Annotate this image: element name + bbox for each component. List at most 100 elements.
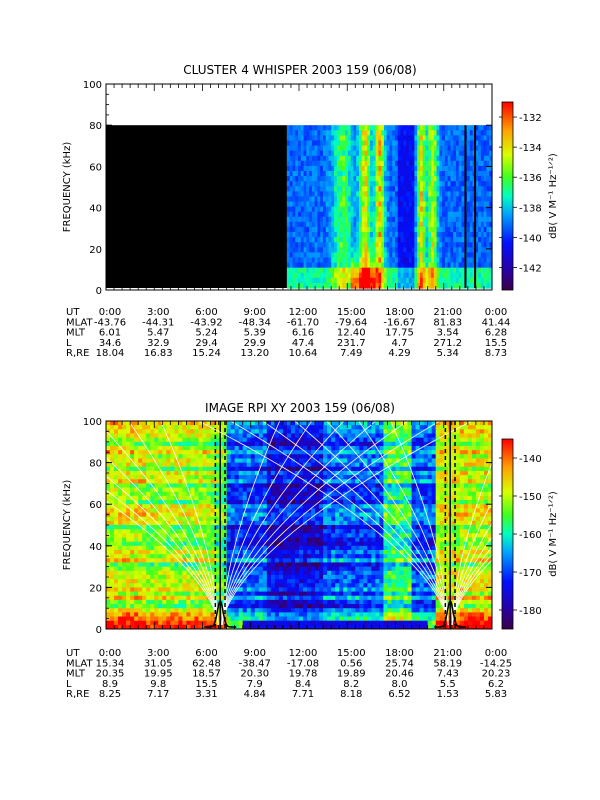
panel1-ytick-label: 40 (89, 204, 102, 215)
panel1-cell (439, 206, 443, 213)
panel2-cell (142, 537, 147, 543)
panel1-cell (306, 155, 310, 162)
panel1-cell (467, 170, 471, 177)
panel2-cell (270, 421, 276, 426)
panel2-cell (254, 533, 260, 538)
panel2-cell (158, 445, 163, 451)
panel1-cell (425, 262, 429, 269)
panel2-cell (262, 429, 268, 434)
panel1-cell (489, 135, 493, 142)
panel1-cell (386, 277, 391, 284)
panel2-cell (146, 595, 151, 601)
panel1-cell (419, 125, 424, 131)
panel2-cell (226, 587, 232, 593)
panel2-cell (150, 495, 155, 501)
panel1-cell (453, 160, 457, 167)
panel1-cell (461, 165, 465, 172)
panel1-cell (469, 237, 474, 243)
panel1-cell (353, 191, 357, 198)
panel1-cell (295, 247, 299, 253)
panel1-cell (414, 155, 418, 162)
panel1-cell (425, 257, 429, 264)
panel1-cell (386, 135, 391, 142)
panel2-cell (158, 562, 163, 568)
panel2-cell (238, 487, 244, 493)
panel2-cell (142, 479, 147, 484)
panel2-cell (246, 508, 252, 514)
panel2-cell (158, 541, 163, 547)
panel1-cell (483, 125, 488, 131)
panel1-cell (458, 262, 463, 269)
panel2-cell (282, 525, 288, 530)
panel2-cell (194, 541, 199, 547)
panel1-cell (345, 150, 349, 157)
panel2-cell (266, 433, 272, 439)
panel1-cell (447, 242, 452, 248)
panel2-cell (138, 541, 143, 547)
panel2-cell (282, 595, 288, 601)
panel1-cell (453, 130, 457, 136)
panel2-cell (274, 429, 280, 434)
panel2-cell (246, 562, 252, 568)
panel1-cell (361, 252, 366, 259)
panel1-cell (480, 150, 485, 157)
panel1-cell (356, 237, 360, 243)
panel1-cell (342, 181, 346, 187)
panel1-cell (458, 165, 463, 172)
panel1-cell (331, 211, 335, 218)
panel1-cell (436, 242, 440, 248)
panel1-cell (372, 267, 377, 274)
panel2-cell (138, 579, 143, 584)
panel1-cell (342, 277, 346, 284)
panel1-cell (475, 252, 479, 259)
panel2-cell (210, 537, 216, 543)
panel1-cell (480, 216, 485, 223)
panel1-cell (314, 170, 319, 177)
panel2-cell (174, 608, 179, 613)
panel1-cell: 9:00 (244, 307, 266, 318)
panel2-cell (226, 520, 232, 526)
panel2-cell (214, 620, 220, 626)
panel2-cell (270, 579, 276, 584)
panel1-cell (311, 257, 316, 264)
panel1-cell (480, 226, 485, 233)
panel2-cell (290, 608, 296, 613)
panel1-cell (356, 242, 360, 248)
panel2-cell (150, 554, 155, 559)
panel1-cell (303, 196, 307, 203)
panel2-cell (142, 604, 147, 609)
panel1-cell (350, 282, 355, 289)
panel2-cell (266, 554, 272, 559)
panel2-cell (202, 425, 208, 430)
panel2-cell (162, 595, 167, 601)
panel1-cell (447, 130, 452, 136)
panel1-cell (298, 257, 302, 264)
panel1-cell (458, 257, 463, 264)
panel2-cell (238, 454, 244, 459)
panel2-cell (130, 483, 135, 489)
panel1-cell (395, 125, 399, 131)
panel2-cell (242, 570, 248, 576)
panel2-cell (214, 512, 220, 518)
panel2-cell (286, 545, 292, 551)
panel1-cell (436, 282, 440, 289)
panel1-cell (408, 176, 413, 182)
panel2-cell (274, 537, 280, 543)
panel1-cell (417, 201, 421, 208)
panel2-cell (266, 429, 272, 434)
panel2-cell (230, 500, 236, 505)
panel2-cell (138, 562, 143, 568)
panel1-cell (372, 237, 377, 243)
panel1-cell (406, 252, 410, 259)
panel1-cell (450, 181, 454, 187)
panel1-cell (350, 165, 355, 172)
panel2-cell (162, 450, 167, 455)
panel1-cell (433, 252, 438, 259)
panel1-cell (298, 226, 302, 233)
panel1-cell (478, 160, 482, 167)
panel2-cell (290, 595, 296, 601)
panel1-cell (486, 186, 490, 192)
panel2-cell (118, 587, 123, 593)
panel2-cell (202, 462, 208, 468)
panel1-cell (425, 170, 429, 177)
